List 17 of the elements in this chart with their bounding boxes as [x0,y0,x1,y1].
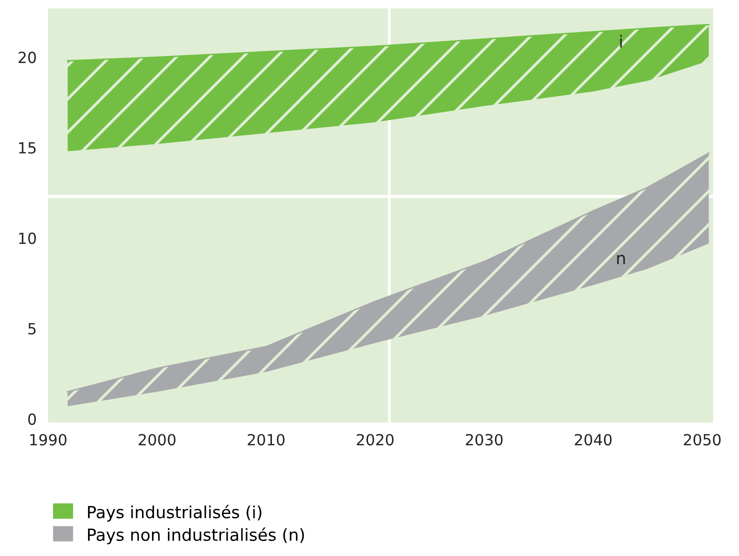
y-tick-label: 15 [19,142,36,154]
legend-label: Pays non industrialisés (n) [88,527,304,544]
annotation: i [620,34,622,48]
y-tick-label: 0 [28,413,36,425]
x-tick-label: 2050 [684,434,721,446]
x-tick-label: 1990 [30,434,66,446]
y-tick-label: 10 [19,232,36,244]
x-tick-label: 2030 [466,434,503,446]
annotation: n [617,254,625,264]
legend-label: Pays industrialisés (i) [88,504,262,522]
x-tick-label: 2020 [356,434,394,446]
x-tick-label: 2010 [248,434,285,446]
x-tick-label: 2000 [138,434,176,446]
line-series [66,24,710,62]
y-tick-label: 20 [18,52,36,64]
y-tick-label: 5 [28,323,36,335]
x-tick-label: 2040 [574,434,612,446]
